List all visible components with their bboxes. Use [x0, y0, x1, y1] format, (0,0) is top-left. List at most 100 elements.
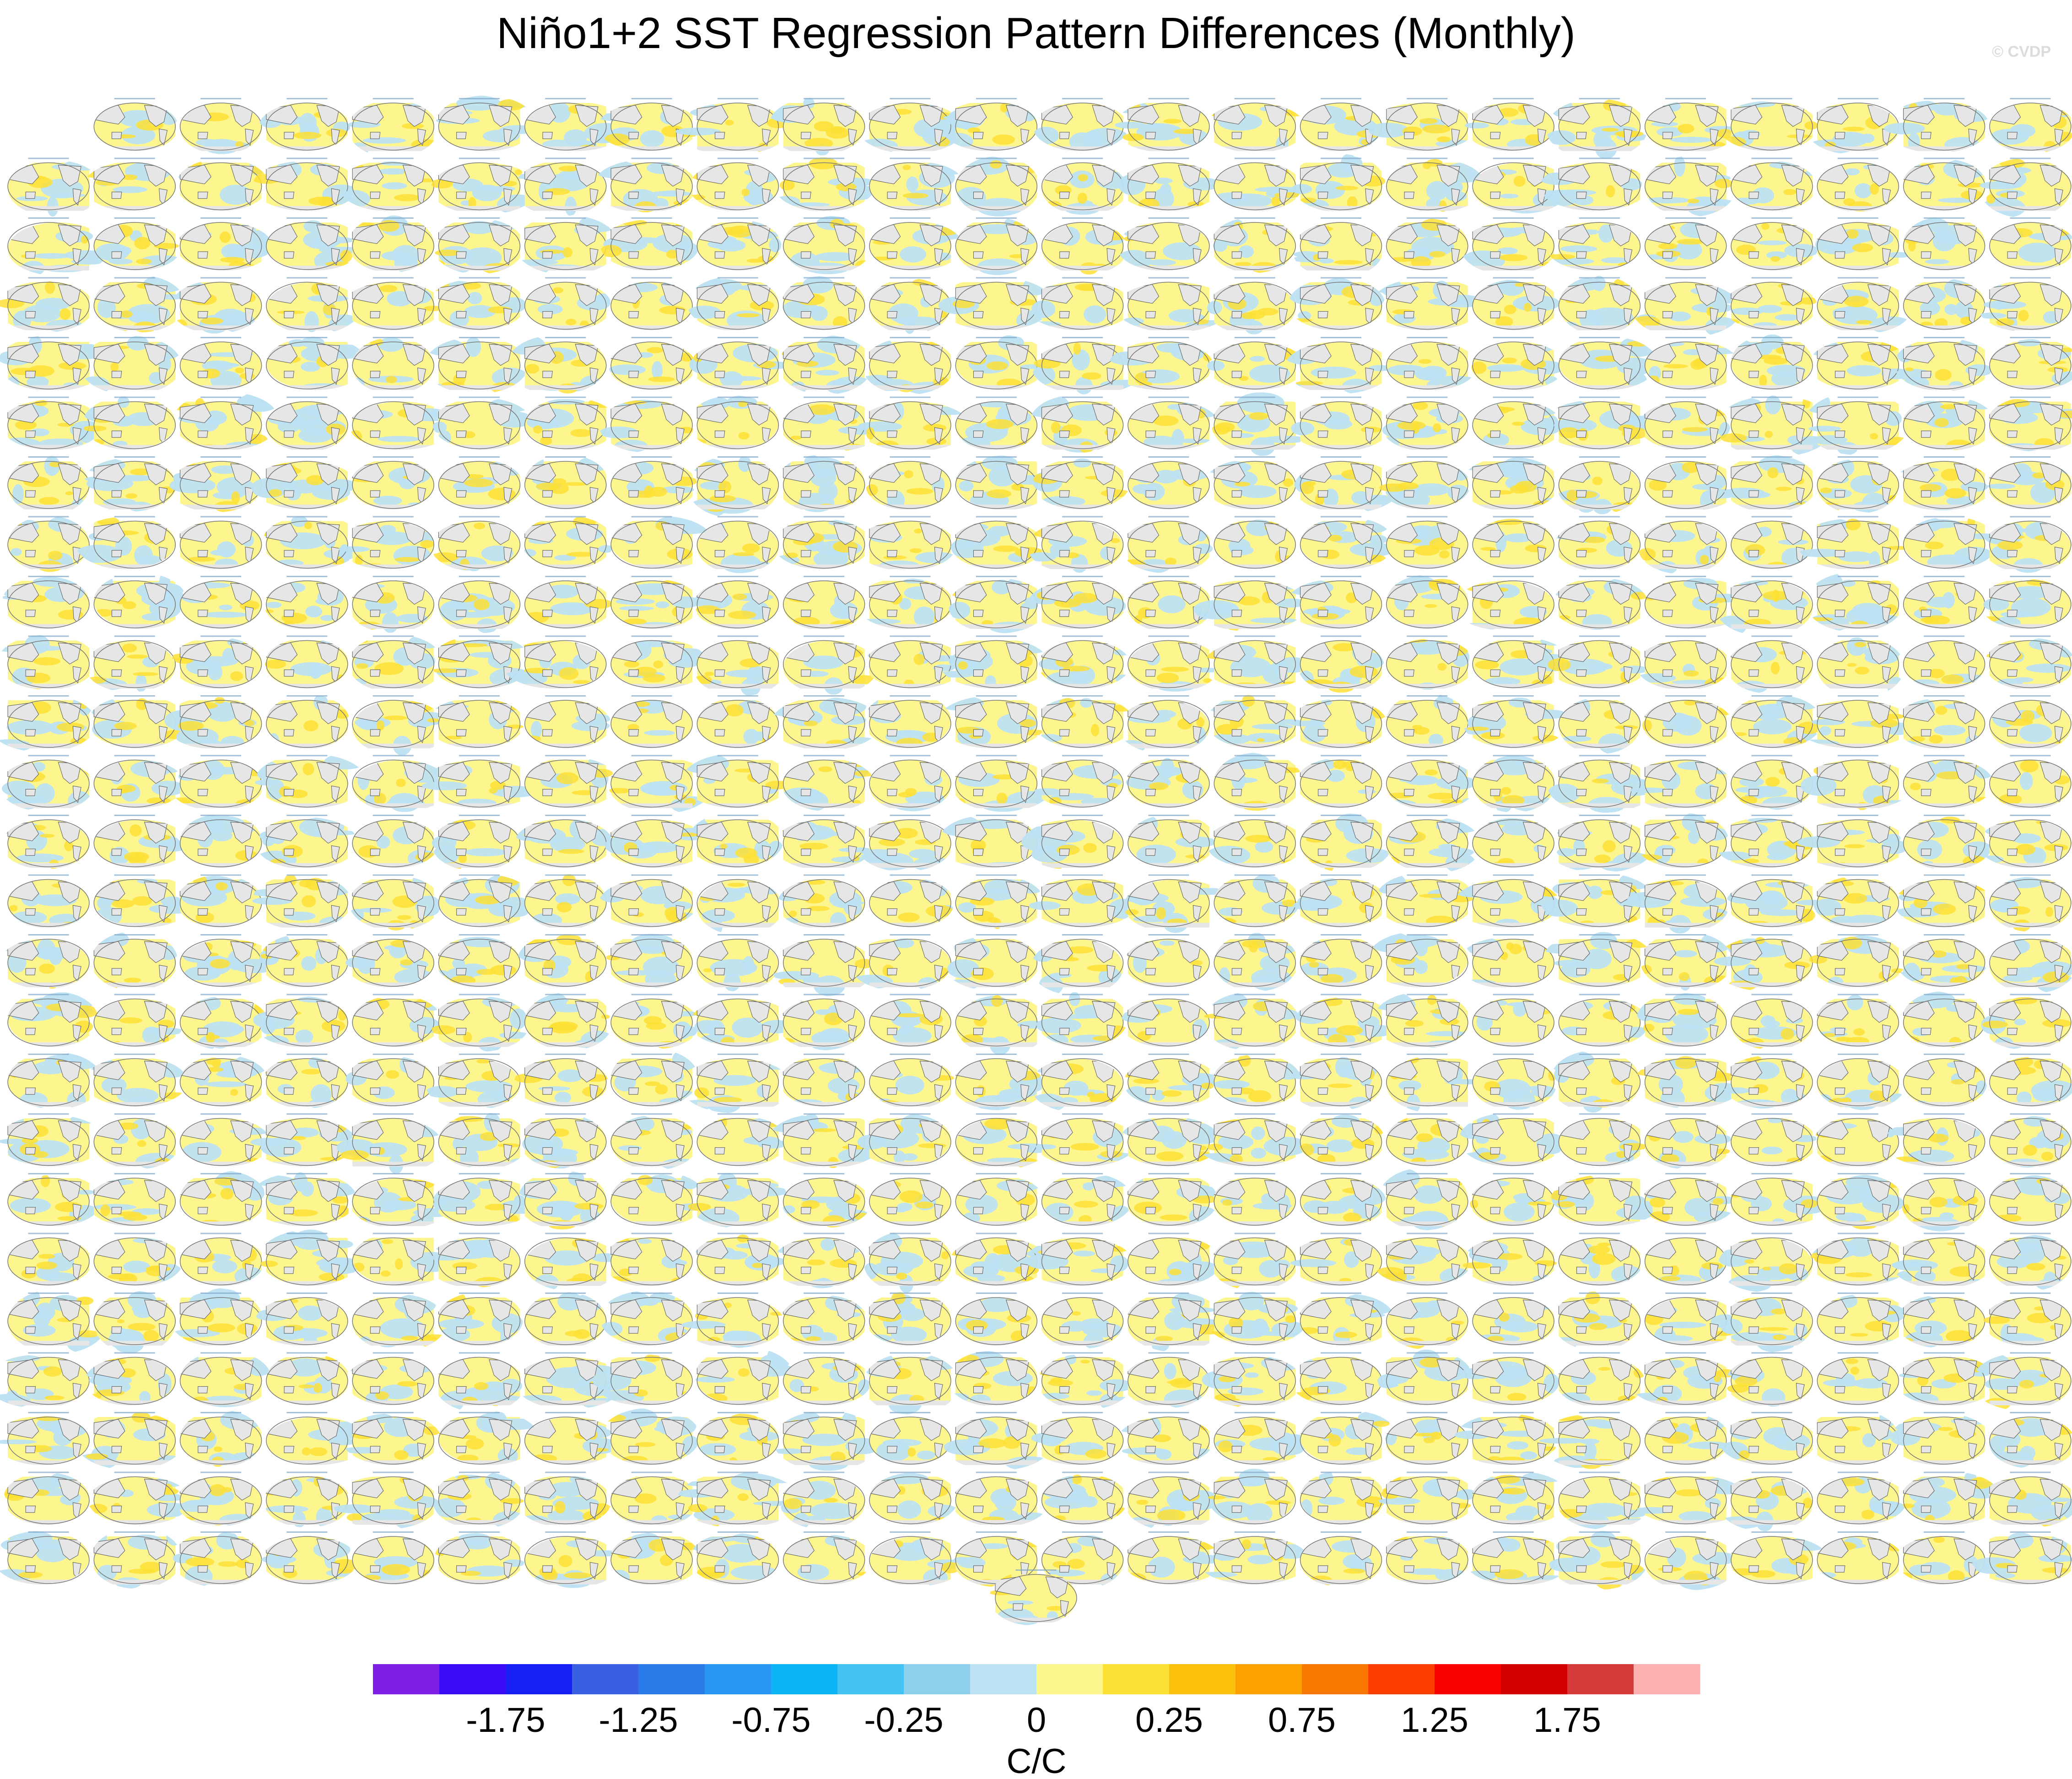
map-panel: [252, 157, 360, 211]
map-panel: [1731, 334, 1813, 390]
colorbar-swatch: [705, 1664, 772, 1694]
map-panel: [507, 335, 607, 395]
map-panel: [782, 635, 878, 695]
map-panel: [940, 98, 1038, 151]
map-panel: [689, 337, 791, 390]
map-panel: [0, 335, 108, 391]
map-panel: [1386, 635, 1475, 690]
map-panel: [1026, 277, 1133, 330]
map-panel: [1805, 572, 1904, 633]
map-panel: [1989, 217, 2072, 271]
map-panel: [1461, 456, 1559, 512]
map-panel: [1128, 456, 1210, 510]
map-panel: [782, 276, 865, 330]
map-panel: [869, 277, 951, 334]
map-panel: [600, 217, 700, 271]
map-panel: [1723, 277, 1818, 330]
map-panel: [599, 396, 694, 453]
map-panel: [524, 396, 618, 450]
map-panel: [1472, 277, 1560, 330]
map-panel: [955, 217, 1038, 276]
map-panel: [432, 217, 524, 275]
map-panel: [7, 516, 90, 572]
map-panel: [251, 456, 358, 510]
map-panel: [687, 455, 779, 518]
map-panel: [1638, 516, 1727, 574]
colorbar-tick-label: 1.75: [1533, 1701, 1601, 1740]
map-panel: [1471, 337, 1565, 390]
map-panel: [1980, 576, 2072, 629]
map-panel: [266, 217, 363, 271]
map-panel: [768, 97, 865, 156]
map-panel: [1989, 337, 2072, 390]
map-panel: [1902, 157, 1986, 211]
map-panel: [694, 635, 786, 697]
map-panel: [865, 456, 951, 510]
colorbar-swatch: [1169, 1664, 1236, 1694]
map-panel: [1041, 157, 1128, 215]
map-panel: [1554, 516, 1641, 571]
map-panel: [83, 396, 176, 450]
panel-grid: [0, 95, 2072, 1626]
map-panel: [438, 576, 521, 633]
map-panel: [1027, 576, 1126, 629]
map-panel: [1204, 98, 1306, 153]
map-panel: [864, 635, 965, 689]
map-panel: [424, 337, 529, 394]
map-panel: [955, 455, 1055, 510]
map-panel: [173, 392, 280, 450]
map-panel: [857, 396, 970, 451]
map-panel: [1817, 157, 1899, 212]
colorbar-tick-label: 0: [1027, 1701, 1046, 1740]
colorbar-swatch: [1302, 1664, 1369, 1694]
colorbar-swatch: [970, 1664, 1037, 1694]
colorbar-swatch: [837, 1664, 904, 1694]
map-panel: [688, 395, 779, 450]
map-panel: [179, 576, 262, 629]
map-panel: [778, 335, 873, 395]
map-panel: [352, 337, 434, 394]
map-panel: [773, 516, 871, 569]
map-panel: [1718, 98, 1818, 151]
map-panel: [171, 277, 262, 334]
map-panel: [522, 515, 614, 569]
map-panel: [179, 337, 262, 390]
map-panel: [1386, 157, 1485, 212]
colorbar-tick-label: 1.25: [1401, 1701, 1468, 1740]
colorbar-swatch: [1368, 1664, 1435, 1694]
map-panel: [1558, 336, 1658, 390]
colorbar-tick-label: 0.75: [1268, 1701, 1336, 1740]
map-panel: [1033, 98, 1128, 151]
page-title: Niño1+2 SST Regression Pattern Differenc…: [496, 9, 1576, 58]
map-panel: [524, 576, 613, 629]
map-panel: [1894, 337, 1993, 391]
map-panel: [1815, 217, 1912, 271]
map-panel: [93, 573, 187, 629]
map-panel: [1644, 217, 1727, 271]
map-panel: [342, 277, 443, 330]
map-panel: [1298, 635, 1385, 693]
map-panel: [1472, 396, 1563, 450]
map-panel: [502, 635, 607, 689]
map-panel: [1027, 516, 1124, 573]
map-panel: [1806, 98, 1899, 154]
map-panel: [1041, 217, 1128, 275]
colorbar-swatch: [1036, 1664, 1103, 1694]
map-panel: [338, 516, 435, 569]
map-panel: [1808, 337, 1910, 390]
colorbar-tick-label: -0.25: [864, 1701, 943, 1740]
map-panel: [782, 576, 865, 631]
map-panel: [1892, 456, 1992, 511]
map-panel: [1381, 396, 1468, 451]
map-panel: [84, 157, 176, 211]
map-panel: [1903, 216, 1986, 271]
map-panel: [1386, 337, 1477, 390]
map-panel: [262, 515, 362, 569]
colorbar-swatch: [771, 1664, 838, 1694]
map-panel: [266, 336, 367, 390]
map-panel: [1386, 516, 1468, 569]
map-panel: [82, 456, 177, 512]
colorbar-unit-label: C/C: [1007, 1742, 1067, 1779]
map-panel: [1291, 154, 1386, 212]
